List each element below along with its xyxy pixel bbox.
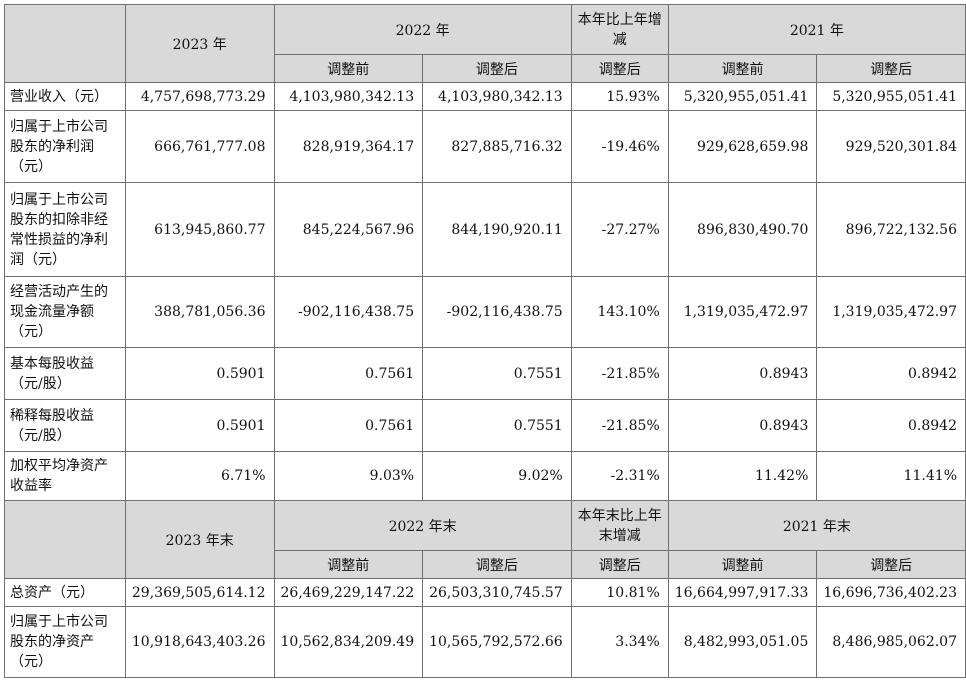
value-2022-after: 10,565,792,572.66 — [422, 606, 572, 678]
value-2022-after: 4,103,980,342.13 — [422, 82, 572, 111]
value-change: -27.27% — [570, 182, 669, 277]
value-2021-before: 0.8943 — [667, 399, 818, 452]
value-2021-after: 16,696,736,402.23 — [816, 578, 966, 607]
value-change: 3.34% — [570, 606, 669, 678]
header-change: 本年比上年增减 — [570, 4, 669, 55]
value-2021-after: 929,520,301.84 — [816, 110, 966, 183]
value-change: 143.10% — [570, 276, 669, 348]
header2-2021-before: 调整前 — [667, 550, 818, 579]
header-2023: 2023 年 — [124, 4, 275, 83]
table-row: 归属于上市公司股东的扣除非经常性损益的净利润（元） 613,945,860.77… — [4, 182, 966, 277]
value-2022-after: 9.02% — [422, 451, 572, 501]
row-label: 总资产（元） — [4, 578, 126, 607]
row-label: 稀释每股收益（元/股） — [4, 399, 126, 452]
value-2022-before: 26,469,229,147.22 — [273, 578, 424, 607]
value-2021-after: 0.8942 — [816, 347, 966, 400]
value-2021-before: 8,482,993,051.05 — [667, 606, 818, 678]
value-2023: 388,781,056.36 — [124, 276, 275, 348]
header2-2023: 2023 年末 — [124, 500, 275, 579]
value-2021-after: 8,486,985,062.07 — [816, 606, 966, 678]
header2-corner-cell — [4, 500, 126, 579]
value-2023: 0.5901 — [124, 347, 275, 400]
value-2022-before: 9.03% — [273, 451, 424, 501]
value-2022-before: 828,919,364.17 — [273, 110, 424, 183]
table-row: 归属于上市公司股东的净利润（元） 666,761,777.08 828,919,… — [4, 110, 966, 183]
value-2022-after: 844,190,920.11 — [422, 182, 572, 277]
value-2022-after: 0.7551 — [422, 399, 572, 452]
value-2022-before: -902,116,438.75 — [273, 276, 424, 348]
value-2021-before: 16,664,997,917.33 — [667, 578, 818, 607]
value-change: 15.93% — [570, 82, 669, 111]
value-2021-after: 896,722,132.56 — [816, 182, 966, 277]
value-2021-before: 11.42% — [667, 451, 818, 501]
row-label: 营业收入（元） — [4, 82, 126, 111]
value-2023: 6.71% — [124, 451, 275, 501]
value-2021-after: 1,319,035,472.97 — [816, 276, 966, 348]
value-2023: 613,945,860.77 — [124, 182, 275, 277]
value-2023: 666,761,777.08 — [124, 110, 275, 183]
table-row: 总资产（元） 29,369,505,614.12 26,469,229,147.… — [4, 578, 966, 607]
value-2021-before: 5,320,955,051.41 — [667, 82, 818, 111]
table-row: 加权平均净资产收益率 6.71% 9.03% 9.02% -2.31% 11.4… — [4, 451, 966, 501]
value-2023: 0.5901 — [124, 399, 275, 452]
table-row: 基本每股收益（元/股） 0.5901 0.7561 0.7551 -21.85%… — [4, 347, 966, 400]
header-2022-after: 调整后 — [422, 54, 572, 83]
header2-2022-before: 调整前 — [273, 550, 424, 579]
header2-change-after: 调整后 — [570, 550, 669, 579]
header2-2021-after: 调整后 — [816, 550, 966, 579]
value-2021-after: 0.8942 — [816, 399, 966, 452]
value-2022-before: 4,103,980,342.13 — [273, 82, 424, 111]
value-2023: 29,369,505,614.12 — [124, 578, 275, 607]
header2-2022-after: 调整后 — [422, 550, 572, 579]
row-label: 经营活动产生的现金流量净额（元） — [4, 276, 126, 348]
value-2021-before: 1,319,035,472.97 — [667, 276, 818, 348]
row-label: 归属于上市公司股东的净资产（元） — [4, 606, 126, 678]
header-2021: 2021 年 — [667, 4, 966, 55]
header2-2021: 2021 年末 — [667, 500, 966, 551]
header-2022: 2022 年 — [273, 4, 572, 55]
value-2021-after: 11.41% — [816, 451, 966, 501]
table-row: 归属于上市公司股东的净资产（元） 10,918,643,403.26 10,56… — [4, 606, 966, 678]
header-change-after: 调整后 — [570, 54, 669, 83]
header2-2022: 2022 年末 — [273, 500, 572, 551]
header-2022-before: 调整前 — [273, 54, 424, 83]
table-row: 营业收入（元） 4,757,698,773.29 4,103,980,342.1… — [4, 82, 966, 111]
value-2021-after: 5,320,955,051.41 — [816, 82, 966, 111]
header-2021-after: 调整后 — [816, 54, 966, 83]
value-2022-before: 10,562,834,209.49 — [273, 606, 424, 678]
row-label: 归属于上市公司股东的净利润（元） — [4, 110, 126, 183]
value-change: -19.46% — [570, 110, 669, 183]
value-2021-before: 929,628,659.98 — [667, 110, 818, 183]
value-2023: 10,918,643,403.26 — [124, 606, 275, 678]
header-2021-before: 调整前 — [667, 54, 818, 83]
header2-change: 本年末比上年末增减 — [570, 500, 669, 551]
header-corner-cell — [4, 4, 126, 83]
row-label: 基本每股收益（元/股） — [4, 347, 126, 400]
value-change: 10.81% — [570, 578, 669, 607]
table-row: 稀释每股收益（元/股） 0.5901 0.7561 0.7551 -21.85%… — [4, 399, 966, 452]
value-2023: 4,757,698,773.29 — [124, 82, 275, 111]
value-2022-before: 845,224,567.96 — [273, 182, 424, 277]
table-row: 经营活动产生的现金流量净额（元） 388,781,056.36 -902,116… — [4, 276, 966, 348]
value-change: -2.31% — [570, 451, 669, 501]
value-2022-before: 0.7561 — [273, 347, 424, 400]
value-2021-before: 0.8943 — [667, 347, 818, 400]
value-2021-before: 896,830,490.70 — [667, 182, 818, 277]
value-2022-after: 827,885,716.32 — [422, 110, 572, 183]
row-label: 归属于上市公司股东的扣除非经常性损益的净利润（元） — [4, 182, 126, 277]
value-change: -21.85% — [570, 399, 669, 452]
value-2022-after: 0.7551 — [422, 347, 572, 400]
value-change: -21.85% — [570, 347, 669, 400]
value-2022-after: 26,503,310,745.57 — [422, 578, 572, 607]
financial-indicators-table: 2023 年 2022 年 本年比上年增减 2021 年 调整前 调整后 调整后… — [4, 4, 966, 678]
value-2022-before: 0.7561 — [273, 399, 424, 452]
value-2022-after: -902,116,438.75 — [422, 276, 572, 348]
row-label: 加权平均净资产收益率 — [4, 451, 126, 501]
